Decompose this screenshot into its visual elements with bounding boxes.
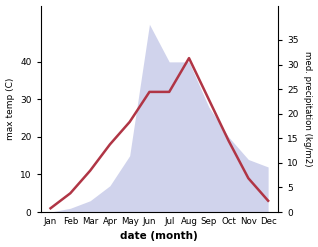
Y-axis label: max temp (C): max temp (C) — [5, 78, 15, 140]
Y-axis label: med. precipitation (kg/m2): med. precipitation (kg/m2) — [303, 51, 313, 166]
X-axis label: date (month): date (month) — [121, 231, 198, 242]
